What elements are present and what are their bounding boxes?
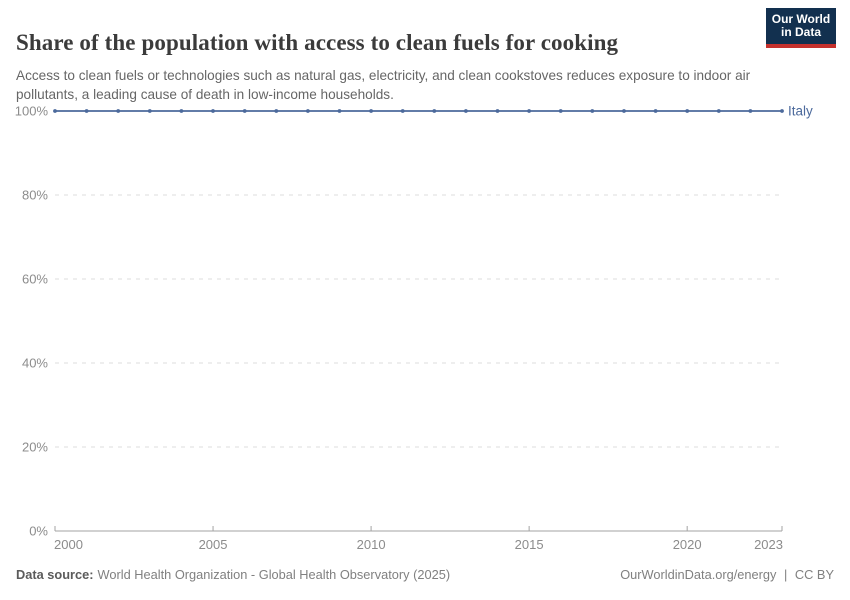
data-point-2018 — [622, 109, 626, 113]
data-point-2023 — [780, 109, 784, 113]
data-point-2012 — [432, 109, 437, 113]
owid-logo-line1: Our World — [771, 11, 831, 26]
y-tick-label-0: 0% — [29, 524, 48, 539]
x-tick-label-2000: 2000 — [54, 537, 83, 552]
x-tick-label-2010: 2010 — [357, 537, 386, 552]
data-point-2006 — [242, 109, 247, 113]
y-tick-label-60: 60% — [22, 272, 48, 287]
license-label: CC BY — [794, 567, 834, 582]
y-tick-label-80: 80% — [22, 188, 48, 203]
data-point-2010 — [369, 109, 373, 113]
data-point-2020 — [685, 109, 690, 113]
footer-separator: | — [784, 567, 788, 582]
owid-url-link[interactable]: OurWorldinData.org/energy — [620, 567, 777, 582]
data-point-2004 — [179, 109, 184, 113]
data-point-2016 — [558, 109, 563, 113]
x-tick-label-2005: 2005 — [199, 537, 228, 552]
data-point-2003 — [147, 109, 152, 113]
footer-links: OurWorldinData.org/energy | CC BY — [616, 567, 834, 582]
chart-subtitle: Access to clean fuels or technologies su… — [16, 67, 751, 102]
data-point-2009 — [337, 109, 342, 113]
entity-label-italy[interactable]: Italy — [788, 104, 813, 119]
owid-logo-line2: in Data — [780, 25, 821, 39]
data-point-2005 — [211, 109, 215, 113]
data-point-2007 — [274, 109, 279, 113]
chart-title: Share of the population with access to c… — [16, 30, 619, 56]
data-point-2001 — [84, 109, 89, 113]
y-tick-label-40: 40% — [22, 356, 48, 371]
series-italy[interactable]: Italy — [53, 104, 813, 119]
line-chart-canvas: 0% 20% 40% 60% 80% 100% 2000 2005 2010 2015 2020 20… — [15, 104, 813, 553]
data-source-text: World Health Organization - Global Healt… — [97, 567, 451, 582]
x-tick-label-2020: 2020 — [673, 537, 702, 552]
data-source-label: Data source: — [16, 567, 94, 582]
data-point-2002 — [116, 109, 121, 113]
data-point-2017 — [590, 109, 595, 113]
data-point-2011 — [400, 109, 405, 113]
data-point-2000 — [53, 109, 57, 113]
data-point-2008 — [306, 109, 310, 113]
owid-logo[interactable]: Our World in Data — [766, 8, 836, 48]
data-point-2013 — [464, 109, 468, 113]
data-point-2014 — [495, 109, 500, 113]
data-point-2015 — [527, 109, 531, 113]
data-point-2021 — [716, 109, 721, 113]
data-point-2019 — [653, 109, 658, 113]
data-point-2022 — [748, 109, 753, 113]
y-tick-label-20: 20% — [22, 440, 48, 455]
x-tick-label-2023: 2023 — [754, 537, 783, 552]
data-source-note: Data source: World Health Organization - … — [16, 567, 450, 582]
chart-footer: Data source: World Health Organization - … — [16, 567, 834, 582]
y-tick-label-100: 100% — [15, 104, 49, 119]
x-tick-label-2015: 2015 — [515, 537, 544, 552]
